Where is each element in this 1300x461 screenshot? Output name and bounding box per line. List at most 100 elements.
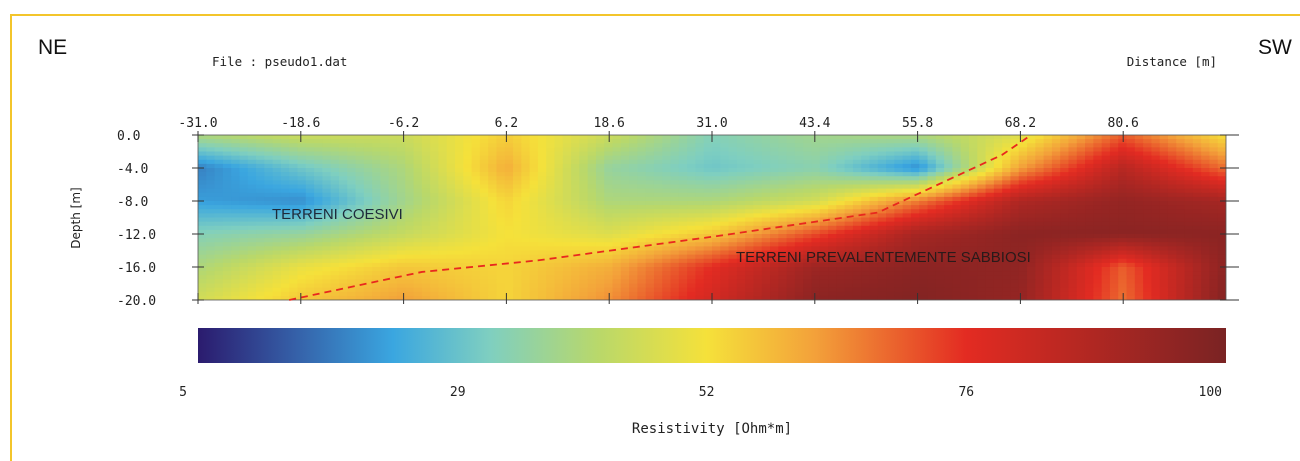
- heatmap-cell: [736, 180, 746, 186]
- heatmap-cell: [637, 196, 647, 202]
- heatmap-cell: [1051, 291, 1061, 297]
- heatmap-cell: [1027, 180, 1036, 186]
- heatmap-cell: [297, 229, 307, 235]
- heatmap-cell: [1076, 143, 1086, 148]
- heatmap-cell: [595, 205, 605, 210]
- heatmap-cell: [1076, 147, 1086, 153]
- heatmap-cell: [222, 159, 232, 165]
- heatmap-cell: [1027, 267, 1036, 272]
- heatmap-cell: [678, 184, 688, 190]
- heatmap-cell: [355, 234, 365, 239]
- heatmap-cell: [985, 221, 995, 227]
- heatmap-cell: [902, 254, 912, 260]
- heatmap-cell: [1209, 188, 1219, 194]
- heatmap-cell: [438, 246, 448, 252]
- heatmap-cell: [479, 155, 489, 161]
- heatmap-cell: [894, 221, 904, 227]
- heatmap-cell: [1134, 184, 1144, 190]
- heatmap-cell: [728, 250, 738, 256]
- heatmap-cell: [272, 229, 282, 235]
- heatmap-cell: [1027, 159, 1036, 165]
- heatmap-cell: [1209, 201, 1219, 206]
- heatmap-cell: [1027, 196, 1036, 202]
- heatmap-cell: [1076, 262, 1086, 268]
- heatmap-cell: [479, 201, 489, 206]
- heatmap-cell: [1126, 201, 1136, 206]
- heatmap-cell: [1035, 201, 1045, 206]
- heatmap-cell: [239, 213, 249, 219]
- heatmap-cell: [430, 275, 440, 280]
- heatmap-cell: [944, 221, 954, 227]
- heatmap-cell: [1134, 291, 1144, 297]
- heatmap-cell: [471, 143, 481, 148]
- heatmap-cell: [446, 246, 456, 252]
- heatmap-cell: [579, 168, 589, 173]
- heatmap-cell: [786, 151, 796, 157]
- heatmap-cell: [529, 143, 539, 148]
- heatmap-cell: [380, 180, 390, 186]
- heatmap-cell: [819, 246, 829, 252]
- heatmap-cell: [753, 267, 763, 272]
- heatmap-cell: [1060, 295, 1070, 300]
- heatmap-cell: [314, 238, 323, 243]
- heatmap-cell: [363, 147, 373, 153]
- heatmap-cell: [944, 250, 954, 256]
- heatmap-cell: [778, 234, 788, 239]
- heatmap-cell: [338, 217, 348, 223]
- heatmap-cell: [504, 176, 514, 181]
- heatmap-cell: [869, 238, 879, 243]
- heatmap-cell: [629, 279, 638, 285]
- heatmap-cell: [629, 184, 638, 190]
- heatmap-cell: [1209, 159, 1219, 165]
- heatmap-cell: [703, 258, 713, 264]
- heatmap-cell: [496, 205, 506, 210]
- heatmap-cell: [338, 176, 348, 181]
- heatmap-cell: [844, 295, 854, 300]
- heatmap-cell: [513, 155, 522, 161]
- heatmap-cell: [1043, 196, 1053, 202]
- heatmap-cell: [587, 238, 597, 243]
- heatmap-cell: [463, 271, 473, 276]
- heatmap-cell: [902, 238, 912, 243]
- heatmap-cell: [513, 213, 522, 219]
- heatmap-cell: [314, 242, 323, 247]
- heatmap-cell: [198, 201, 207, 206]
- heatmap-cell: [1109, 291, 1119, 297]
- heatmap-cell: [629, 250, 638, 256]
- heatmap-cell: [1126, 172, 1136, 177]
- heatmap-cell: [231, 254, 241, 260]
- heatmap-cell: [662, 221, 672, 227]
- heatmap-cell: [952, 192, 962, 198]
- heatmap-cell: [620, 287, 630, 293]
- heatmap-cell: [1051, 143, 1061, 148]
- heatmap-cell: [421, 172, 431, 177]
- heatmap-cell: [1159, 229, 1169, 235]
- heatmap-cell: [554, 246, 564, 252]
- heatmap-cell: [1060, 246, 1070, 252]
- heatmap-cell: [678, 295, 688, 300]
- heatmap-cell: [537, 168, 547, 173]
- heatmap-cell: [1159, 163, 1169, 169]
- heatmap-cell: [637, 155, 647, 161]
- heatmap-cell: [413, 246, 423, 252]
- heatmap-cell: [504, 196, 514, 202]
- heatmap-cell: [1176, 155, 1186, 161]
- heatmap-cell: [537, 271, 547, 276]
- heatmap-cell: [529, 242, 539, 247]
- heatmap-cell: [1217, 295, 1226, 300]
- heatmap-cell: [1134, 196, 1144, 202]
- heatmap-cell: [662, 147, 672, 153]
- heatmap-cell: [1109, 143, 1119, 148]
- heatmap-cell: [894, 188, 904, 194]
- heatmap-cell: [678, 246, 688, 252]
- heatmap-cell: [703, 291, 713, 297]
- heatmap-cell: [1126, 139, 1136, 144]
- heatmap-cell: [355, 192, 365, 198]
- heatmap-cell: [463, 221, 473, 227]
- heatmap-cell: [844, 172, 854, 177]
- heatmap-cell: [1151, 271, 1161, 276]
- heatmap-cell: [852, 205, 862, 210]
- heatmap-cell: [969, 287, 978, 293]
- heatmap-cell: [828, 258, 837, 264]
- heatmap-cell: [728, 254, 738, 260]
